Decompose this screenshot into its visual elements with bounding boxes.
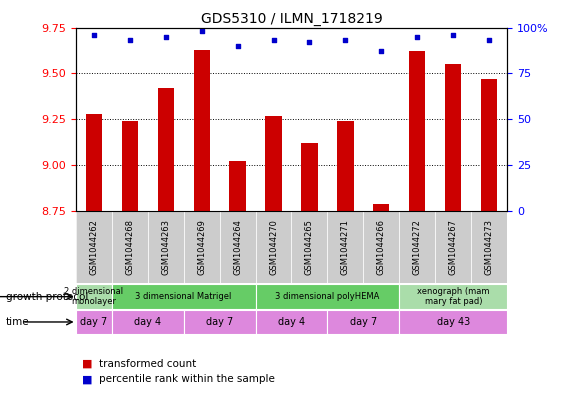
Bar [255, 284, 399, 309]
Bar [255, 211, 292, 283]
Bar [436, 211, 471, 283]
Bar [328, 310, 399, 334]
Text: GSM1044265: GSM1044265 [305, 219, 314, 275]
Text: percentile rank within the sample: percentile rank within the sample [99, 374, 275, 384]
Text: GSM1044270: GSM1044270 [269, 219, 278, 275]
Text: GSM1044267: GSM1044267 [449, 219, 458, 275]
Point [125, 37, 134, 44]
Text: day 7: day 7 [80, 317, 107, 327]
Point [269, 37, 278, 44]
Text: growth protocol: growth protocol [6, 292, 88, 302]
Point [197, 28, 206, 34]
Bar [328, 211, 363, 283]
Text: GSM1044272: GSM1044272 [413, 219, 422, 275]
Bar [230, 162, 245, 211]
Text: day 7: day 7 [350, 317, 377, 327]
Text: 3 dimensional Matrigel: 3 dimensional Matrigel [135, 292, 232, 301]
Point [484, 37, 494, 44]
Text: time: time [6, 317, 30, 327]
Text: GSM1044269: GSM1044269 [197, 219, 206, 275]
Bar [76, 211, 112, 283]
Title: GDS5310 / ILMN_1718219: GDS5310 / ILMN_1718219 [201, 13, 382, 26]
Bar [147, 211, 184, 283]
Text: GSM1044266: GSM1044266 [377, 219, 386, 275]
Bar [481, 79, 497, 211]
Point [233, 43, 243, 49]
Text: day 4: day 4 [278, 317, 305, 327]
Text: ■: ■ [82, 358, 92, 369]
Text: ■: ■ [82, 374, 92, 384]
Bar [409, 51, 426, 211]
Bar [363, 211, 399, 283]
Text: GSM1044263: GSM1044263 [161, 219, 170, 275]
Bar [373, 204, 389, 211]
Text: transformed count: transformed count [99, 358, 196, 369]
Text: day 43: day 43 [437, 317, 470, 327]
Text: xenograph (mam
mary fat pad): xenograph (mam mary fat pad) [417, 287, 490, 306]
Bar [112, 284, 255, 309]
Bar [399, 284, 507, 309]
Bar [194, 50, 210, 211]
Bar [184, 310, 255, 334]
Text: GSM1044264: GSM1044264 [233, 219, 242, 275]
Text: day 7: day 7 [206, 317, 233, 327]
Bar [471, 211, 507, 283]
Bar [255, 310, 328, 334]
Bar [338, 121, 353, 211]
Text: 3 dimensional polyHEMA: 3 dimensional polyHEMA [275, 292, 380, 301]
Bar [86, 114, 102, 211]
Bar [76, 284, 112, 309]
Bar [112, 211, 147, 283]
Bar [292, 211, 328, 283]
Point [340, 37, 350, 44]
Point [448, 32, 458, 38]
Text: GSM1044262: GSM1044262 [89, 219, 99, 275]
Bar [399, 211, 436, 283]
Bar [112, 310, 184, 334]
Bar [157, 88, 174, 211]
Bar [220, 211, 255, 283]
Bar [445, 64, 461, 211]
Bar [122, 121, 138, 211]
Text: GSM1044268: GSM1044268 [125, 219, 134, 275]
Bar [301, 143, 318, 211]
Text: GSM1044273: GSM1044273 [484, 219, 494, 275]
Bar [399, 310, 507, 334]
Bar [184, 211, 220, 283]
Point [161, 33, 170, 40]
Text: day 4: day 4 [134, 317, 161, 327]
Text: 2 dimensional
monolayer: 2 dimensional monolayer [64, 287, 124, 306]
Text: GSM1044271: GSM1044271 [341, 219, 350, 275]
Point [413, 33, 422, 40]
Bar [265, 116, 282, 211]
Point [305, 39, 314, 45]
Point [89, 32, 99, 38]
Point [377, 48, 386, 55]
Bar [76, 310, 112, 334]
